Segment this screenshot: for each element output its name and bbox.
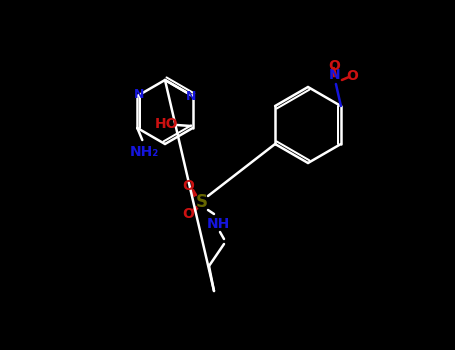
- Text: NH: NH: [207, 217, 230, 231]
- Text: N: N: [134, 88, 145, 100]
- Text: NH₂: NH₂: [130, 145, 159, 159]
- Text: O: O: [328, 59, 340, 73]
- Text: N: N: [186, 90, 196, 103]
- Text: HO: HO: [155, 117, 178, 131]
- Text: O: O: [182, 207, 194, 221]
- Text: S: S: [196, 193, 208, 211]
- Text: O: O: [182, 179, 194, 193]
- Text: O: O: [346, 69, 358, 83]
- Text: N: N: [329, 68, 341, 82]
